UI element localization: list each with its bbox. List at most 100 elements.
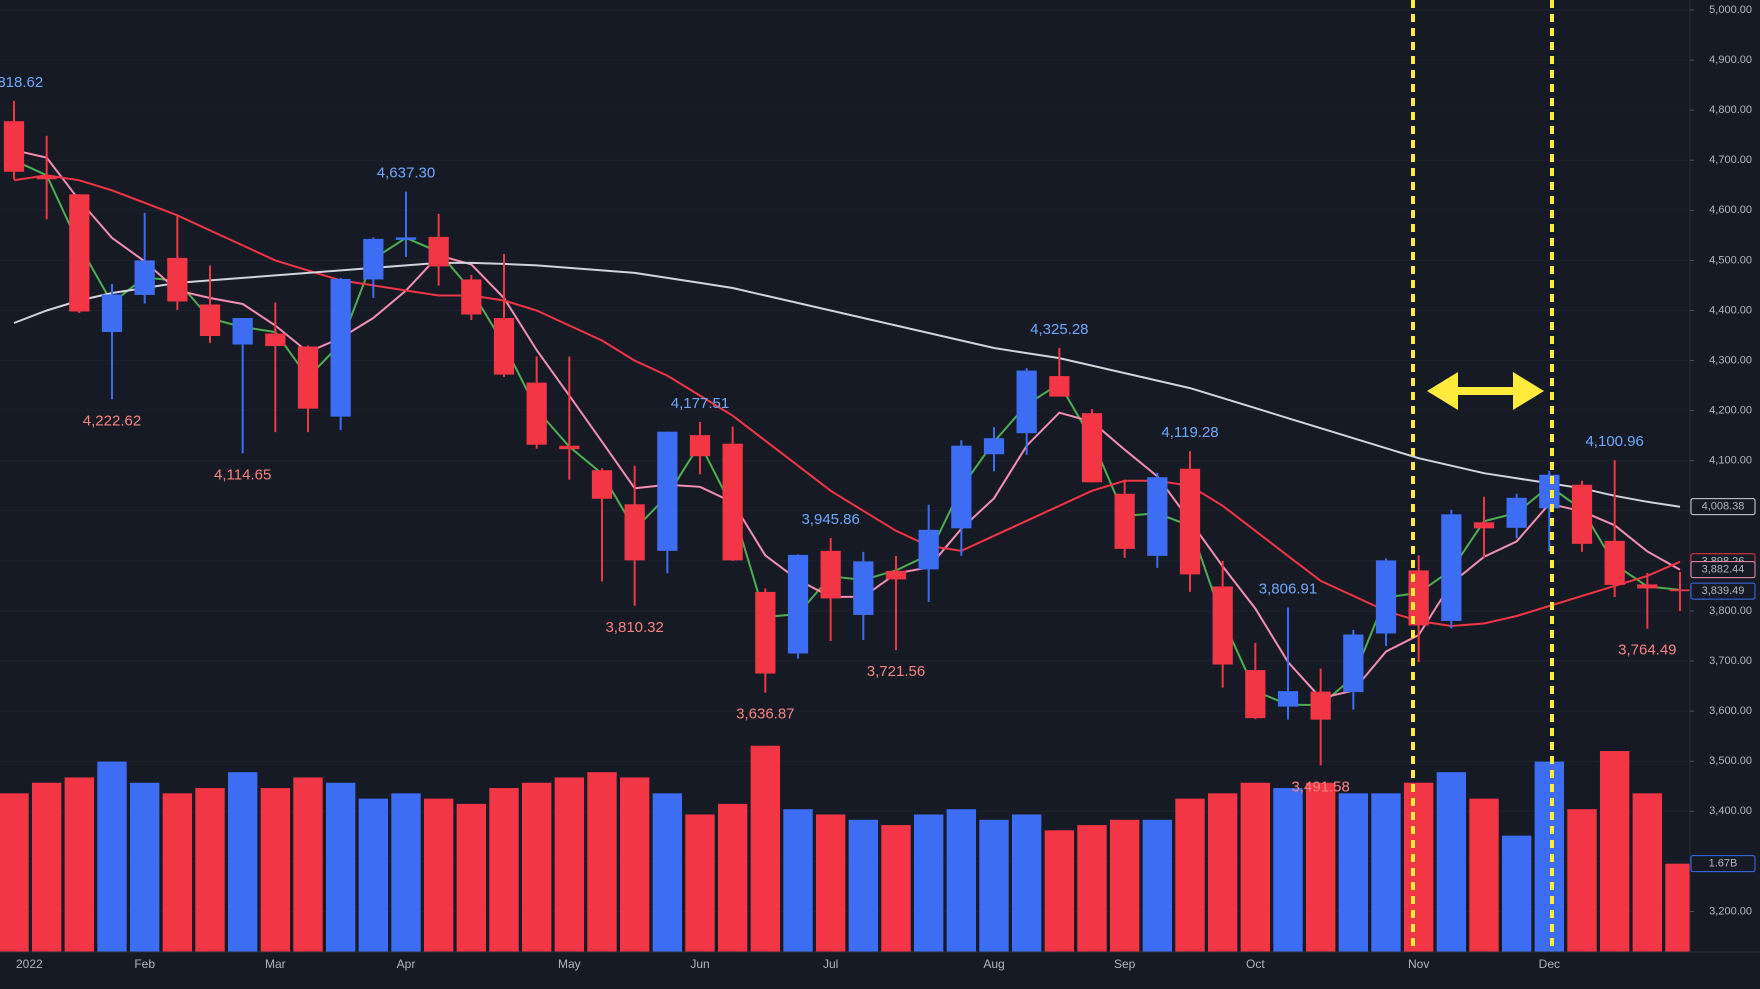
x-tick-label: Mar	[265, 957, 286, 971]
volume-bar	[1207, 793, 1238, 952]
candle-body	[36, 175, 57, 180]
candle-body	[167, 257, 188, 302]
y-tick-label: 3,800.00	[1709, 605, 1752, 617]
price-annotation: 4,818.62	[0, 74, 43, 91]
moving-average	[13, 261, 1681, 508]
x-tick-label: Aug	[983, 957, 1004, 971]
price-annotation: 3,945.86	[801, 511, 859, 528]
moving-average	[13, 159, 1681, 707]
candle-body	[1212, 586, 1233, 665]
x-tick-label: Dec	[1539, 957, 1560, 971]
candle-body	[101, 294, 123, 333]
candle-body	[1571, 484, 1593, 544]
candle-body	[461, 279, 482, 315]
volume-bar	[1436, 772, 1467, 952]
price-badge	[1690, 582, 1756, 600]
candle-body	[591, 470, 613, 499]
volume-bar	[1011, 814, 1042, 952]
price-annotation: 3,806.91	[1259, 580, 1317, 597]
candle-body	[951, 445, 972, 529]
candle-body	[199, 304, 221, 337]
volume-bar	[1077, 825, 1107, 952]
y-tick-label: 4,700.00	[1709, 154, 1752, 166]
price-annotation: 4,100.96	[1585, 433, 1643, 450]
x-tick-label: Jun	[690, 957, 709, 971]
volume-bar	[1044, 830, 1075, 952]
volume-bar	[1469, 798, 1499, 952]
volume-bar	[750, 745, 781, 952]
candle-body	[1114, 493, 1135, 549]
candle-body	[3, 121, 25, 172]
y-tick-label: 4,100.00	[1709, 455, 1752, 467]
candle-body	[428, 236, 449, 267]
candle-body	[1375, 560, 1397, 634]
volume-bar	[913, 814, 944, 952]
candle-body	[1179, 468, 1201, 575]
candle-body	[69, 194, 90, 312]
volume-bar	[391, 793, 421, 952]
price-badge-label: 4,008.38	[1702, 501, 1745, 513]
y-tick-label: 4,200.00	[1709, 405, 1752, 417]
volume-bar	[1534, 761, 1565, 952]
price-annotation: 3,810.32	[605, 619, 663, 636]
candle-body	[1441, 514, 1462, 621]
price-annotation: 4,114.65	[214, 466, 271, 483]
volume-bar	[1338, 793, 1369, 952]
candle-body	[1081, 413, 1103, 483]
candle-body	[1669, 589, 1691, 592]
y-tick-label: 4,800.00	[1709, 104, 1752, 116]
candle-body	[1147, 477, 1168, 556]
candle-body	[559, 445, 580, 450]
x-tick-label: Sep	[1114, 957, 1136, 971]
volume-bar	[1175, 798, 1205, 952]
volume-bar	[489, 788, 519, 952]
y-tick-label: 4,900.00	[1709, 54, 1752, 66]
x-tick-label: Apr	[397, 957, 416, 971]
y-tick-label: 4,600.00	[1709, 204, 1752, 216]
candle-body	[1473, 522, 1495, 529]
volume-bar	[1632, 793, 1663, 952]
candle-body	[885, 570, 907, 580]
volume-bar	[227, 772, 258, 952]
volume-bar	[97, 761, 127, 952]
volume-bar	[162, 793, 193, 952]
price-badge	[1690, 855, 1756, 873]
candle-body	[1277, 691, 1299, 707]
price-annotation: 4,325.28	[1030, 321, 1088, 338]
volume-bar	[619, 777, 650, 952]
candle-body	[395, 237, 417, 240]
volume-bar	[456, 803, 487, 952]
volume-bar	[31, 782, 62, 952]
price-badge-label: 1.67B	[1709, 858, 1738, 870]
double-arrow	[1427, 372, 1544, 410]
candle-body	[1637, 584, 1658, 589]
candle-body	[1245, 670, 1266, 719]
markers	[1411, 0, 1554, 952]
volume-bar	[195, 788, 225, 952]
candles	[3, 100, 1691, 766]
volume-bar	[881, 825, 911, 952]
candle-body	[330, 278, 351, 417]
candle-body	[853, 561, 874, 615]
price-badge-label: 3,882.44	[1702, 564, 1745, 576]
price-annotation: 3,721.56	[867, 663, 925, 680]
y-tick-label: 3,700.00	[1709, 655, 1752, 667]
candle-body	[787, 554, 809, 654]
volume-bar	[815, 814, 846, 952]
candle-body	[983, 438, 1005, 455]
volume-bar	[64, 777, 95, 952]
volume-bar	[1599, 751, 1630, 952]
price-annotation: 4,177.51	[671, 395, 729, 412]
candle-body	[232, 318, 253, 345]
volume-bar	[946, 809, 977, 952]
volume-bar	[783, 809, 813, 952]
candle-body	[624, 504, 645, 561]
axes: 3,200.003,300.003,400.003,500.003,600.00…	[16, 4, 1756, 971]
candle-body	[1506, 497, 1527, 528]
candle-body	[1049, 376, 1070, 397]
y-tick-label: 4,300.00	[1709, 354, 1752, 366]
x-tick-label: Feb	[134, 957, 155, 971]
candle-body	[265, 333, 286, 347]
x-tick-label: 2022	[16, 957, 43, 971]
price-badge	[1690, 561, 1756, 579]
